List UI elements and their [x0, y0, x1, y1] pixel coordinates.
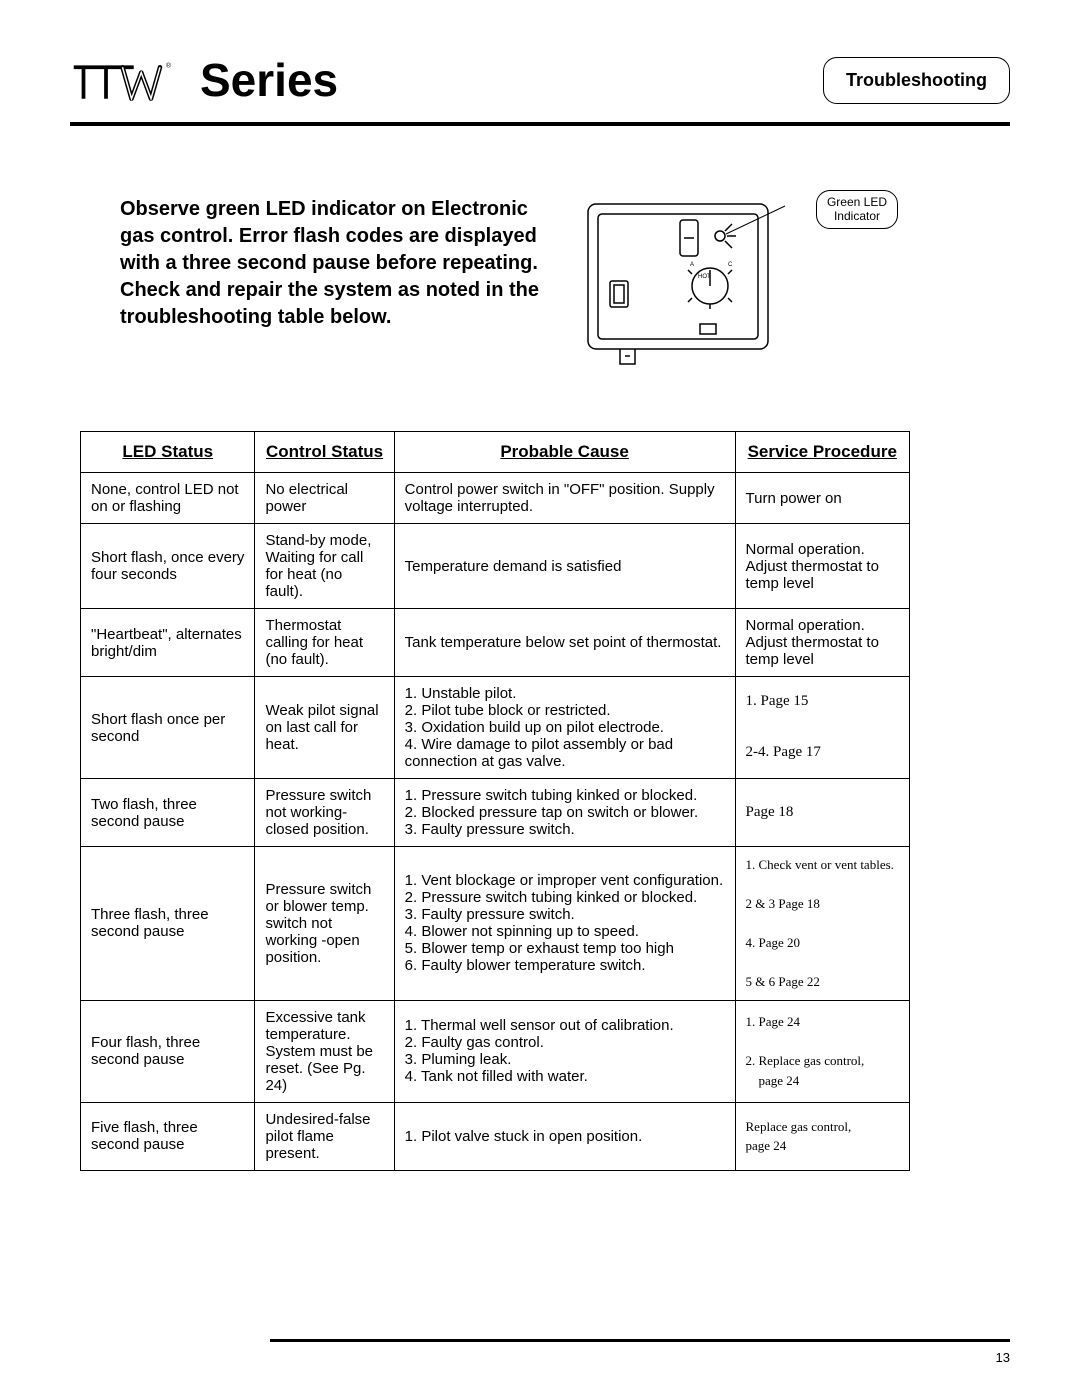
led-callout-l1: Green LED — [827, 195, 887, 209]
led-callout: Green LED Indicator — [816, 190, 898, 229]
cell-service-procedure: Normal operation. Adjust thermostat to t… — [735, 609, 909, 677]
table-row: Four flash, three second pauseExcessive … — [81, 1000, 910, 1102]
cell-probable-cause: Temperature demand is satisfied — [394, 524, 735, 609]
table-row: None, control LED not on or flashingNo e… — [81, 473, 910, 524]
cell-control-status: Stand-by mode, Waiting for call for heat… — [255, 524, 394, 609]
led-callout-l2: Indicator — [834, 209, 880, 223]
cell-service-procedure: Normal operation. Adjust thermostat to t… — [735, 524, 909, 609]
cell-control-status: Weak pilot signal on last call for heat. — [255, 677, 394, 779]
cell-probable-cause: 1. Pressure switch tubing kinked or bloc… — [394, 779, 735, 847]
troubleshooting-table: LED Status Control Status Probable Cause… — [80, 431, 910, 1171]
cell-led-status: Five flash, three second pause — [81, 1102, 255, 1170]
logo-block: ® Series — [70, 50, 338, 110]
svg-text:C: C — [728, 262, 733, 268]
intro-row: Observe green LED indicator on Electroni… — [70, 196, 1010, 381]
table-row: "Heartbeat", alternates bright/dimThermo… — [81, 609, 910, 677]
cell-service-procedure: Replace gas control,page 24 — [735, 1102, 909, 1170]
table-row: Short flash once per secondWeak pilot si… — [81, 677, 910, 779]
cell-led-status: Four flash, three second pause — [81, 1000, 255, 1102]
intro-text: Observe green LED indicator on Electroni… — [120, 196, 550, 331]
cell-control-status: Pressure switch not working-closed posit… — [255, 779, 394, 847]
cell-control-status: Pressure switch or blower temp. switch n… — [255, 847, 394, 1001]
th-led: LED Status — [81, 432, 255, 473]
cell-led-status: Two flash, three second pause — [81, 779, 255, 847]
page-number: 13 — [996, 1350, 1010, 1365]
cell-probable-cause: Control power switch in "OFF" position. … — [394, 473, 735, 524]
cell-control-status: Undesired-false pilot flame present. — [255, 1102, 394, 1170]
table-row: Short flash, once every four secondsStan… — [81, 524, 910, 609]
cell-probable-cause: 1. Unstable pilot.2. Pilot tube block or… — [394, 677, 735, 779]
cell-led-status: None, control LED not on or flashing — [81, 473, 255, 524]
cell-probable-cause: 1. Vent blockage or improper vent config… — [394, 847, 735, 1001]
table-header-row: LED Status Control Status Probable Cause… — [81, 432, 910, 473]
svg-text:HOT: HOT — [698, 274, 711, 280]
cell-control-status: Excessive tank temperature. System must … — [255, 1000, 394, 1102]
cell-probable-cause: Tank temperature below set point of ther… — [394, 609, 735, 677]
cell-probable-cause: 1. Pilot valve stuck in open position. — [394, 1102, 735, 1170]
th-cause: Probable Cause — [394, 432, 735, 473]
device-diagram: A C HOT Green LED Indicator — [580, 196, 790, 381]
table-row: Three flash, three second pausePressure … — [81, 847, 910, 1001]
footer-rule — [270, 1339, 1010, 1342]
cell-service-procedure: 1. Page 242. Replace gas control, page 2… — [735, 1000, 909, 1102]
gas-control-icon: A C HOT — [580, 196, 790, 376]
table-row: Two flash, three second pausePressure sw… — [81, 779, 910, 847]
cell-service-procedure: Turn power on — [735, 473, 909, 524]
troubleshooting-badge: Troubleshooting — [823, 57, 1010, 104]
th-service: Service Procedure — [735, 432, 909, 473]
cell-led-status: Three flash, three second pause — [81, 847, 255, 1001]
cell-service-procedure: 1. Check vent or vent tables.2 & 3 Page … — [735, 847, 909, 1001]
cell-led-status: Short flash, once every four seconds — [81, 524, 255, 609]
cell-service-procedure: Page 18 — [735, 779, 909, 847]
svg-text:A: A — [690, 262, 694, 268]
cell-control-status: Thermostat calling for heat (no fault). — [255, 609, 394, 677]
cell-control-status: No electrical power — [255, 473, 394, 524]
cell-led-status: "Heartbeat", alternates bright/dim — [81, 609, 255, 677]
page: ® Series Troubleshooting Observe green L… — [0, 0, 1080, 1397]
ttw-logo-icon: ® — [70, 50, 190, 110]
cell-probable-cause: 1. Thermal well sensor out of calibratio… — [394, 1000, 735, 1102]
table-row: Five flash, three second pauseUndesired-… — [81, 1102, 910, 1170]
header: ® Series Troubleshooting — [70, 50, 1010, 110]
cell-service-procedure: 1. Page 152-4. Page 17 — [735, 677, 909, 779]
header-rule — [70, 122, 1010, 126]
cell-led-status: Short flash once per second — [81, 677, 255, 779]
svg-text:®: ® — [166, 61, 171, 69]
table-body: None, control LED not on or flashingNo e… — [81, 473, 910, 1171]
series-label: Series — [200, 53, 338, 107]
th-control: Control Status — [255, 432, 394, 473]
